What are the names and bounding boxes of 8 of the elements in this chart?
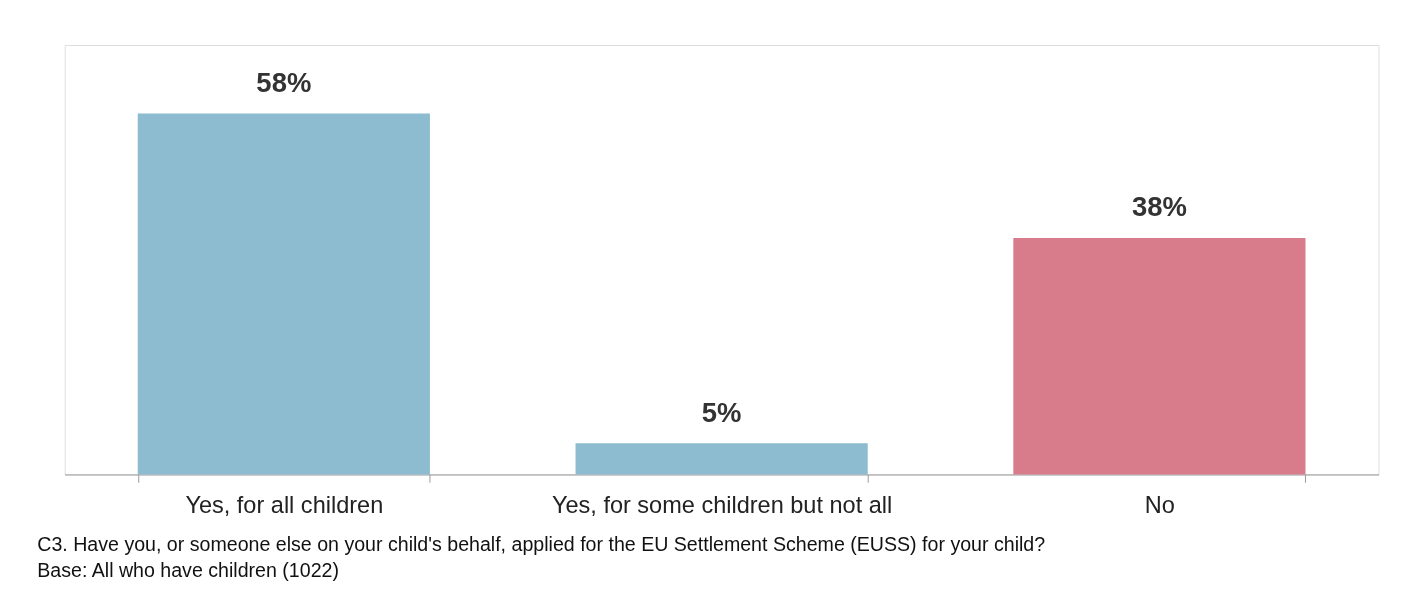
data-label: 5% [701, 396, 742, 428]
text: C3. Have you, or someone else on your child's behalf, applied for the EU Settlement Scheme (EUSS) for your child? [37, 532, 1046, 555]
data-label: 58% [256, 67, 312, 98]
x-tick-label: Yes, for all children [185, 492, 384, 519]
x-tick-label: No [1144, 492, 1175, 519]
text: Base: All who have children (1022) [37, 559, 339, 582]
x-tick-label: Yes, for some children but not all [551, 492, 893, 519]
data-label: 38% [1131, 191, 1187, 223]
